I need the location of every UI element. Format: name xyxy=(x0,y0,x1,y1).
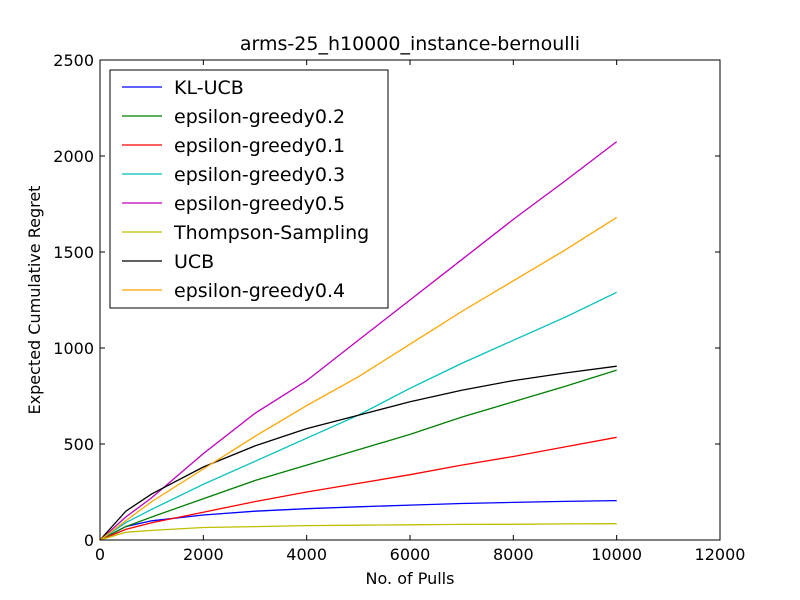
legend-box xyxy=(109,69,389,309)
x-tick-label: 0 xyxy=(95,545,105,564)
x-axis: 0 2000 4000 6000 8000 10000 12000 xyxy=(95,60,746,564)
legend-label: epsilon-greedy0.5 xyxy=(174,193,345,215)
series-line-2 xyxy=(99,436,617,541)
y-tick-label: 0 xyxy=(84,531,94,550)
chart-title: arms-25_h10000_instance-bernoulli xyxy=(240,33,580,55)
y-axis-label: Expected Cumulative Regret xyxy=(25,186,44,415)
series-line-6 xyxy=(99,365,617,541)
legend-label: UCB xyxy=(174,251,214,273)
y-tick-label: 2500 xyxy=(53,51,94,70)
y-axis: 0 500 1000 1500 2000 2500 xyxy=(53,51,720,550)
y-tick-label: 1500 xyxy=(53,243,94,262)
series-line-7 xyxy=(99,216,618,541)
y-tick-label: 2000 xyxy=(53,147,94,166)
x-tick-label: 2000 xyxy=(183,545,224,564)
y-tick-label: 1000 xyxy=(53,339,94,358)
series-line-3 xyxy=(99,291,617,541)
series-line-1 xyxy=(99,369,617,541)
legend-label: epsilon-greedy0.1 xyxy=(174,135,345,157)
x-tick-label: 8000 xyxy=(493,545,534,564)
legend-label: epsilon-greedy0.2 xyxy=(174,106,345,128)
legend-label: KL-UCB xyxy=(174,77,244,99)
plot-area xyxy=(99,141,618,541)
y-tick-label: 500 xyxy=(63,435,94,454)
x-tick-label: 4000 xyxy=(286,545,327,564)
x-tick-label: 12000 xyxy=(695,545,746,564)
x-tick-label: 10000 xyxy=(591,545,642,564)
x-axis-label: No. of Pulls xyxy=(366,569,455,588)
legend-label: epsilon-greedy0.4 xyxy=(174,280,345,302)
series-line-4 xyxy=(99,141,618,541)
x-tick-label: 6000 xyxy=(390,545,431,564)
series-line-0 xyxy=(99,499,617,541)
legend-label: Thompson-Sampling xyxy=(173,222,369,244)
legend-label: epsilon-greedy0.3 xyxy=(174,164,345,186)
legend: KL-UCB epsilon-greedy0.2 epsilon-greedy0.1… xyxy=(109,69,389,309)
series-line-5 xyxy=(99,523,617,541)
